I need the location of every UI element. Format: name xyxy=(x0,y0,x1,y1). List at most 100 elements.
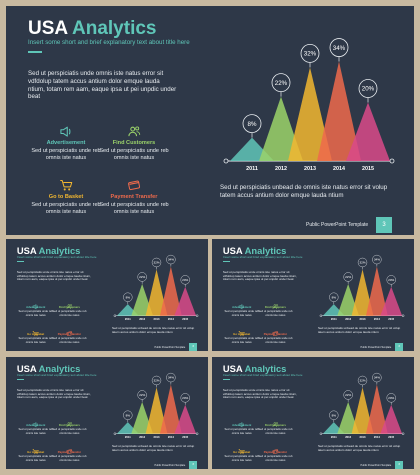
category-label: 2012 xyxy=(345,317,351,321)
category-label: 2013 xyxy=(154,435,160,439)
data-label: 20% xyxy=(388,396,394,400)
baseline-start-dot xyxy=(223,158,229,164)
data-label: 8% xyxy=(248,121,257,128)
feature-find-customers: Find Customers Sed ut perspiciatis unde … xyxy=(96,124,172,162)
category-label: 2012 xyxy=(275,166,287,172)
data-label: 8% xyxy=(126,413,131,417)
data-label: 34% xyxy=(168,376,174,380)
category-label: 2011 xyxy=(331,317,337,321)
intro-paragraph: Sed ut perspiciatis unde omnis iste natu… xyxy=(222,269,297,282)
data-label-bubble xyxy=(123,410,133,420)
data-label: 34% xyxy=(168,258,174,262)
data-label: 8% xyxy=(332,413,337,417)
feature-payment-transfer: Payment Transfer Sed ut perspiciatis und… xyxy=(51,442,89,462)
data-label-bubble xyxy=(329,292,339,302)
data-label: 32% xyxy=(153,379,159,383)
data-label: 32% xyxy=(304,51,317,58)
intro-paragraph: Sed ut perspiciatis unde omnis iste natu… xyxy=(16,387,91,400)
category-label: 2014 xyxy=(168,317,174,321)
slide-thumbnail-4[interactable]: USA Analytics Insert some short and brie… xyxy=(212,357,414,469)
data-label-bubble xyxy=(372,254,382,265)
baseline-end-dot xyxy=(195,432,199,435)
feature-find-customers: Find Customers Sed ut perspiciatis unde … xyxy=(51,415,89,435)
data-label: 22% xyxy=(275,80,288,87)
data-label-bubble xyxy=(166,254,176,265)
title-underline xyxy=(28,51,42,53)
category-label: 2015 xyxy=(362,166,374,172)
feature-find-customers: Find Customers Sed ut perspiciatis unde … xyxy=(257,297,295,317)
chart-peak-2013 xyxy=(351,387,374,434)
cart-icon xyxy=(17,324,55,337)
footer-text: Public PowerPoint Template xyxy=(154,345,186,349)
chart-peak-2015 xyxy=(174,404,197,434)
data-label: 22% xyxy=(139,393,145,397)
slide-title: USA Analytics xyxy=(16,244,81,256)
baseline-start-dot xyxy=(113,432,117,435)
intro-paragraph: Sed ut perspiciatis unde omnis iste natu… xyxy=(222,387,297,400)
analytics-chart: 8% 2011 22% 2012 32% 2013 34% 2014 20% 2015 xyxy=(319,254,405,321)
data-label: 32% xyxy=(359,261,365,265)
people-icon xyxy=(257,297,295,310)
data-label: 20% xyxy=(362,86,375,93)
category-label: 2015 xyxy=(388,317,394,321)
chart-peak-2014 xyxy=(365,384,388,434)
data-label: 32% xyxy=(153,261,159,265)
slide-thumbnail-3[interactable]: USA Analytics Insert some short and brie… xyxy=(6,357,208,469)
slide-subtitle: Insert some short and brief explanatory … xyxy=(222,373,303,378)
category-label: 2015 xyxy=(388,435,394,439)
chart-peak-2015 xyxy=(380,404,403,434)
category-label: 2014 xyxy=(333,166,345,172)
feature-go-to-basket: Go to Basket Sed ut perspiciatis unde re… xyxy=(17,324,55,344)
feature-payment-transfer: Payment Transfer Sed ut perspiciatis und… xyxy=(257,324,295,344)
data-label: 8% xyxy=(332,295,337,299)
footer-text: Public PowerPoint Template xyxy=(306,222,369,228)
cart-icon xyxy=(28,178,104,192)
feature-advertisement: Advertisement Sed ut perspiciatis unde r… xyxy=(17,297,55,317)
baseline-start-dot xyxy=(319,432,323,435)
category-label: 2015 xyxy=(182,317,188,321)
slide-subtitle: Insert some short and brief explanatory … xyxy=(16,373,97,378)
data-label-bubble xyxy=(137,272,147,282)
chart-peak-2013 xyxy=(145,387,168,434)
data-label-bubble xyxy=(329,38,349,57)
data-label-bubble xyxy=(166,372,176,383)
people-icon xyxy=(257,415,295,428)
chart-peak-2014 xyxy=(365,266,388,316)
title-underline xyxy=(16,379,24,381)
feature-go-to-basket: Go to Basket Sed ut perspiciatis unde re… xyxy=(17,442,55,462)
intro-paragraph: Sed ut perspiciatis unde omnis iste natu… xyxy=(28,70,177,101)
category-label: 2013 xyxy=(360,317,366,321)
slide-subtitle: Insert some short and brief explanatory … xyxy=(16,255,97,260)
chart-caption: Sed ut perspiciatis unbead de omnis iste… xyxy=(317,326,401,334)
feature-advertisement: Advertisement Sed ut perspiciatis unde r… xyxy=(28,124,104,162)
card-icon xyxy=(96,178,172,192)
data-label: 20% xyxy=(182,396,188,400)
data-label: 8% xyxy=(126,295,131,299)
megaphone-icon xyxy=(17,415,55,428)
card-icon xyxy=(51,324,89,337)
main-slide[interactable]: USA Analytics Insert some short and brie… xyxy=(6,6,414,235)
data-label: 22% xyxy=(345,393,351,397)
slide-thumbnail-1[interactable]: USA Analytics Insert some short and brie… xyxy=(6,239,208,351)
category-label: 2013 xyxy=(154,317,160,321)
baseline-end-dot xyxy=(389,158,395,164)
footer-text: Public PowerPoint Template xyxy=(154,463,186,467)
data-label-bubble xyxy=(386,275,396,285)
chart-peak-2014 xyxy=(159,384,182,434)
slide-subtitle: Insert some short and brief explanatory … xyxy=(28,39,190,46)
chart-peak-2013 xyxy=(145,269,168,316)
baseline-end-dot xyxy=(195,314,199,317)
analytics-chart: 8% 2011 22% 2012 32% 2013 34% 2014 20% 2015 xyxy=(319,372,405,439)
data-label-bubble xyxy=(151,375,162,386)
people-icon xyxy=(51,297,89,310)
page-number: 3 xyxy=(189,461,198,469)
feature-payment-transfer: Payment Transfer Sed ut perspiciatis und… xyxy=(96,178,172,216)
chart-peak-2014 xyxy=(317,61,361,161)
category-label: 2012 xyxy=(139,317,145,321)
feature-payment-transfer: Payment Transfer Sed ut perspiciatis und… xyxy=(51,324,89,344)
chart-caption: Sed ut perspiciatis unbead de omnis iste… xyxy=(111,326,195,334)
feature-advertisement: Advertisement Sed ut perspiciatis unde r… xyxy=(17,415,55,435)
feature-advertisement: Advertisement Sed ut perspiciatis unde r… xyxy=(223,415,261,435)
page-number: 3 xyxy=(395,461,404,469)
slide-thumbnail-2[interactable]: USA Analytics Insert some short and brie… xyxy=(212,239,414,351)
